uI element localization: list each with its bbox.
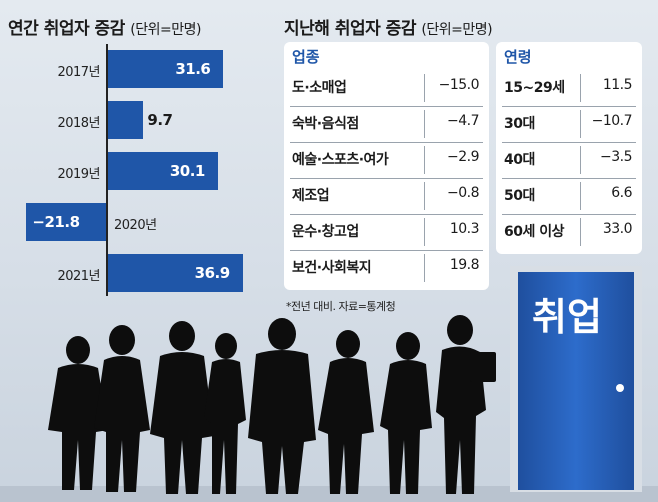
- industry-row-value-3: −0.8: [447, 185, 480, 201]
- people-silhouettes: [48, 315, 496, 494]
- bar-2: [108, 152, 218, 190]
- industry-row-row-divider-3: [290, 214, 483, 215]
- person-silhouette-3: [150, 321, 214, 494]
- age-row-label-4: 60세 이상: [504, 224, 565, 240]
- industry-row-column-divider-2: [424, 146, 425, 174]
- person-silhouette-5: [248, 318, 316, 494]
- age-row-row-divider-3: [502, 214, 636, 215]
- age-row-row-divider-1: [502, 142, 636, 143]
- category-label-0: 2017년: [57, 65, 100, 80]
- category-label-1: 2018년: [57, 116, 100, 131]
- door-sign: 취업: [532, 295, 602, 339]
- industry-row-value-5: 19.8: [449, 257, 480, 273]
- age-row-row-divider-0: [502, 106, 636, 107]
- right-panel-unit: (단위=만명): [421, 22, 493, 38]
- industry-row-value-0: −15.0: [438, 77, 480, 93]
- age-table: 15~29세 11.5 30대 −10.7 40대 −3.5 50대 6.6 60세 이상 33.…: [496, 70, 642, 254]
- person-silhouette-7: [380, 332, 432, 494]
- ground: [0, 486, 658, 502]
- age-row-column-divider-4: [580, 218, 581, 246]
- industry-panel: 업종 도·소매업 −15.0 숙박·음식점 −4.7 예술·스포츠·여가 −2.9 제조업 −…: [284, 42, 489, 290]
- age-row-value-2: −3.5: [600, 149, 633, 165]
- bar-0: [108, 50, 224, 88]
- person-silhouette-8: [436, 315, 496, 494]
- age-row-label-0: 15~29세: [504, 80, 565, 96]
- value-label-2: 30.1: [169, 162, 206, 180]
- industry-row-value-1: −4.7: [447, 113, 480, 129]
- industry-table: 도·소매업 −15.0 숙박·음식점 −4.7 예술·스포츠·여가 −2.9 제조업 −0.8…: [284, 70, 489, 290]
- door: 취업: [518, 272, 634, 490]
- industry-row-column-divider-1: [424, 110, 425, 138]
- industry-row-label-1: 숙박·음식점: [292, 116, 359, 132]
- zero-axis-line: [106, 44, 108, 296]
- industry-row-row-divider-4: [290, 250, 483, 251]
- industry-row-row-divider-2: [290, 178, 483, 179]
- source-note: *전년 대비. 자료=통계청: [286, 300, 396, 313]
- industry-row-value-4: 10.3: [449, 221, 480, 237]
- left-chart-title-text: 연간 취업자 증감: [8, 19, 125, 39]
- age-row-column-divider-0: [580, 74, 581, 102]
- age-row-value-3: 6.6: [611, 185, 632, 201]
- age-row-column-divider-3: [580, 182, 581, 210]
- industry-row-label-2: 예술·스포츠·여가: [292, 152, 389, 168]
- industry-row-label-3: 제조업: [292, 188, 330, 204]
- value-label-1: 9.7: [147, 111, 173, 129]
- age-header: 연령: [504, 48, 532, 66]
- person-silhouette-1: [48, 336, 108, 490]
- person-silhouette-6: [318, 330, 374, 494]
- value-label-0: 31.6: [175, 60, 211, 78]
- industry-header: 업종: [292, 48, 320, 66]
- industry-row-value-2: −2.9: [447, 149, 480, 165]
- bar-3: [26, 203, 106, 241]
- industry-row-label-5: 보건·사회복지: [292, 260, 372, 276]
- left-chart-unit: (단위=만명): [130, 22, 201, 38]
- industry-row-column-divider-3: [424, 182, 425, 210]
- age-row-row-divider-2: [502, 178, 636, 179]
- industry-row-column-divider-5: [424, 254, 425, 282]
- age-row-value-0: 11.5: [602, 77, 633, 93]
- industry-row-label-4: 운수·창고업: [292, 224, 359, 240]
- industry-row-column-divider-0: [424, 74, 425, 102]
- age-panel: 연령 15~29세 11.5 30대 −10.7 40대 −3.5 50대 6.6 60세 이상…: [496, 42, 642, 254]
- age-row-label-1: 30대: [504, 116, 535, 132]
- age-row-value-4: 33.0: [602, 221, 633, 237]
- age-row-label-2: 40대: [504, 152, 535, 168]
- left-chart-title: 연간 취업자 증감 (단위=만명): [8, 14, 201, 39]
- category-label-3: 2020년: [114, 218, 157, 233]
- bar-4: [108, 254, 243, 292]
- industry-row-label-0: 도·소매업: [292, 80, 347, 96]
- age-row-value-1: −10.7: [591, 113, 633, 129]
- category-label-4: 2021년: [57, 269, 100, 284]
- value-label-3: −21.8: [32, 213, 80, 231]
- age-row-label-3: 50대: [504, 188, 535, 204]
- right-panel-title-text: 지난해 취업자 증감: [284, 19, 416, 39]
- person-silhouette-2: [94, 325, 150, 492]
- right-panel-title: 지난해 취업자 증감 (단위=만명): [284, 14, 493, 39]
- door-knob-icon: [616, 384, 624, 392]
- annual-employment-bar-chart: 31.6 9.7 30.1 −21.8 36.9: [0, 0, 260, 300]
- industry-row-row-divider-0: [290, 106, 483, 107]
- value-label-4: 36.9: [194, 264, 231, 282]
- age-row-column-divider-1: [580, 110, 581, 138]
- category-label-2: 2019년: [57, 167, 100, 182]
- industry-row-column-divider-4: [424, 218, 425, 246]
- industry-row-row-divider-1: [290, 142, 483, 143]
- bar-1: [108, 101, 144, 139]
- person-silhouette-4: [204, 333, 246, 494]
- age-row-column-divider-2: [580, 146, 581, 174]
